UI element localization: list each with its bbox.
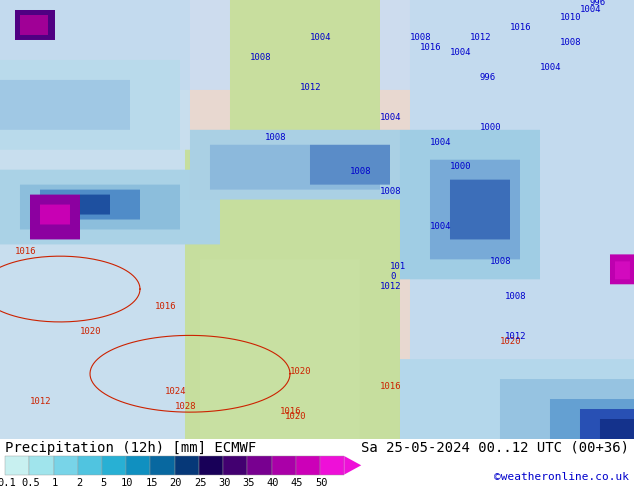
Bar: [174, 456, 199, 474]
Bar: [78, 456, 102, 474]
Text: 1012: 1012: [30, 397, 51, 406]
Text: 1004: 1004: [310, 33, 332, 42]
Text: Sa 25-05-2024 00..12 UTC (00+36): Sa 25-05-2024 00..12 UTC (00+36): [361, 441, 629, 455]
Bar: [223, 456, 247, 474]
Text: 1008: 1008: [505, 292, 526, 301]
Bar: [53, 456, 78, 474]
Text: 1000: 1000: [480, 122, 501, 132]
Text: 1008: 1008: [560, 38, 581, 47]
Text: 15: 15: [145, 478, 158, 488]
Text: 35: 35: [242, 478, 255, 488]
Bar: [150, 456, 174, 474]
Text: 1020: 1020: [285, 412, 306, 420]
Bar: [247, 456, 271, 474]
Text: 1016: 1016: [510, 23, 531, 32]
Bar: [320, 456, 344, 474]
Text: 1008: 1008: [265, 132, 287, 142]
Text: 1020: 1020: [80, 327, 101, 336]
Text: 45: 45: [291, 478, 303, 488]
Text: 1000: 1000: [450, 163, 472, 172]
Bar: [126, 456, 150, 474]
Text: 1012: 1012: [300, 83, 321, 92]
Text: 10: 10: [121, 478, 134, 488]
Text: 1012: 1012: [380, 282, 401, 291]
Text: 1004: 1004: [430, 222, 451, 231]
Text: 1004: 1004: [380, 113, 401, 122]
Text: 1004: 1004: [450, 48, 472, 57]
Bar: [296, 456, 320, 474]
Text: 0.1: 0.1: [0, 478, 16, 488]
Text: 1008: 1008: [410, 33, 432, 42]
Text: 1016: 1016: [420, 43, 441, 52]
Text: 1012: 1012: [505, 332, 526, 341]
Bar: [199, 456, 223, 474]
Text: 1016: 1016: [380, 382, 401, 391]
Bar: [271, 456, 296, 474]
Text: 1012: 1012: [470, 33, 491, 42]
Text: 1016: 1016: [155, 302, 176, 311]
Text: 1020: 1020: [290, 367, 311, 376]
Text: 30: 30: [218, 478, 231, 488]
Text: 2: 2: [76, 478, 82, 488]
Text: 1020: 1020: [500, 337, 522, 346]
Text: 1008: 1008: [490, 257, 512, 266]
Text: 1008: 1008: [250, 53, 271, 62]
Bar: [5, 456, 29, 474]
Text: 101
0: 101 0: [390, 262, 406, 281]
Text: 996: 996: [480, 73, 496, 82]
Text: 1004: 1004: [430, 138, 451, 147]
Text: 1: 1: [51, 478, 58, 488]
Text: 1010: 1010: [560, 13, 581, 22]
Text: ©weatheronline.co.uk: ©weatheronline.co.uk: [494, 472, 629, 482]
Text: 1004: 1004: [580, 5, 602, 14]
Text: 996: 996: [590, 0, 606, 7]
Text: 50: 50: [315, 478, 328, 488]
Text: 1004: 1004: [540, 63, 562, 72]
Text: 1016: 1016: [280, 407, 302, 416]
Text: 0.5: 0.5: [21, 478, 40, 488]
Text: 1008: 1008: [380, 187, 401, 196]
Text: 1008: 1008: [350, 168, 372, 176]
Text: 40: 40: [266, 478, 279, 488]
Text: 20: 20: [170, 478, 182, 488]
Bar: [29, 456, 53, 474]
Text: 25: 25: [194, 478, 206, 488]
Text: 5: 5: [100, 478, 107, 488]
Text: 1028: 1028: [175, 402, 197, 411]
Polygon shape: [344, 456, 361, 474]
Bar: [102, 456, 126, 474]
Text: 1016: 1016: [15, 247, 37, 256]
Text: Precipitation (12h) [mm] ECMWF: Precipitation (12h) [mm] ECMWF: [5, 441, 256, 455]
Text: 1024: 1024: [165, 387, 186, 396]
